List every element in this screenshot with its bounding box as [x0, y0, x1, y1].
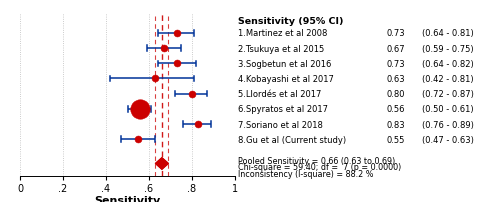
Text: Pooled Sensitivity = 0.66 (0.63 to 0.69): Pooled Sensitivity = 0.66 (0.63 to 0.69)	[238, 156, 395, 165]
Text: (0.64 - 0.81): (0.64 - 0.81)	[422, 29, 474, 38]
Text: Inconsistency (I-square) = 88.2 %: Inconsistency (I-square) = 88.2 %	[238, 169, 373, 178]
Text: Chi-square = 59.40; df =  7 (p = 0.0000): Chi-square = 59.40; df = 7 (p = 0.0000)	[238, 162, 401, 171]
Text: (0.72 - 0.87): (0.72 - 0.87)	[422, 90, 474, 99]
Text: (0.50 - 0.61): (0.50 - 0.61)	[422, 105, 474, 114]
Text: Sensitivity (95% CI): Sensitivity (95% CI)	[238, 17, 343, 26]
Text: 3.Sogbetun et al 2016: 3.Sogbetun et al 2016	[238, 60, 331, 68]
Text: 0.55: 0.55	[387, 135, 406, 144]
Text: 0.73: 0.73	[387, 29, 406, 38]
Text: (0.76 - 0.89): (0.76 - 0.89)	[422, 120, 474, 129]
Text: 6.Spyratos et al 2017: 6.Spyratos et al 2017	[238, 105, 328, 114]
Text: (0.64 - 0.82): (0.64 - 0.82)	[422, 60, 474, 68]
Text: 0.80: 0.80	[387, 90, 406, 99]
Text: 0.63: 0.63	[387, 75, 406, 84]
Text: (0.59 - 0.75): (0.59 - 0.75)	[422, 44, 474, 53]
Text: 5.Llordés et al 2017: 5.Llordés et al 2017	[238, 90, 321, 99]
Text: (0.42 - 0.81): (0.42 - 0.81)	[422, 75, 474, 84]
Text: 0.56: 0.56	[387, 105, 406, 114]
Text: 0.73: 0.73	[387, 60, 406, 68]
Text: 2.Tsukuya et al 2015: 2.Tsukuya et al 2015	[238, 44, 324, 53]
Polygon shape	[156, 158, 168, 169]
Text: 1.Martinez et al 2008: 1.Martinez et al 2008	[238, 29, 327, 38]
Text: 4.Kobayashi et al 2017: 4.Kobayashi et al 2017	[238, 75, 334, 84]
Text: 8.Gu et al (Current study): 8.Gu et al (Current study)	[238, 135, 346, 144]
Text: (0.47 - 0.63): (0.47 - 0.63)	[422, 135, 474, 144]
Text: 0.83: 0.83	[387, 120, 406, 129]
X-axis label: Sensitivity: Sensitivity	[94, 195, 160, 202]
Text: 7.Soriano et al 2018: 7.Soriano et al 2018	[238, 120, 322, 129]
Text: 0.67: 0.67	[387, 44, 406, 53]
